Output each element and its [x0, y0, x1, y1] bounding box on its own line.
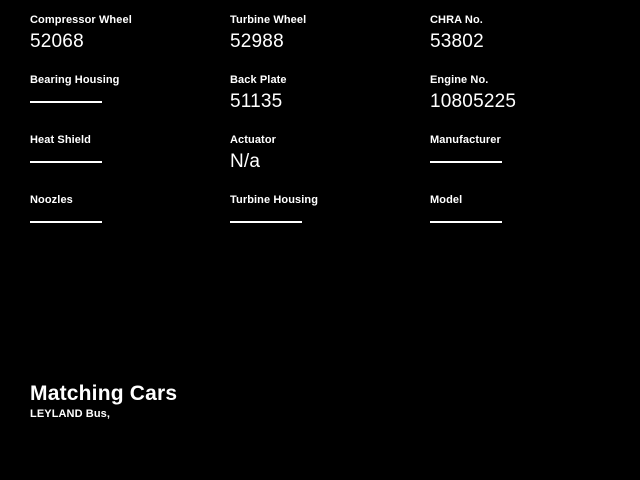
spec-value: 10805225: [430, 91, 517, 112]
spec-label: Actuator: [230, 134, 277, 146]
spec-value: 52988: [230, 31, 284, 52]
spec-label: Heat Shield: [30, 134, 92, 146]
spec-field-back-plate: Back Plate 51135: [230, 74, 430, 134]
matching-cars-list: LEYLAND Bus,: [30, 408, 111, 420]
spec-field-actuator: Actuator N/a: [230, 134, 430, 194]
spec-label: Back Plate: [230, 74, 287, 86]
empty-value-dash: [30, 221, 102, 223]
spec-field-chra-no: CHRA No. 53802: [430, 14, 610, 74]
spec-value: 51135: [230, 91, 283, 112]
empty-value-dash: [430, 161, 502, 163]
spec-label: Compressor Wheel: [30, 14, 132, 26]
spec-label: Engine No.: [430, 74, 489, 86]
empty-value-dash: [30, 101, 102, 103]
spec-label: Turbine Wheel: [230, 14, 307, 26]
spec-label: Bearing Housing: [30, 74, 120, 86]
spec-label: Manufacturer: [430, 134, 501, 146]
empty-value-dash: [230, 221, 302, 223]
spec-label: CHRA No.: [430, 14, 483, 26]
spec-field-compressor-wheel: Compressor Wheel 52068: [30, 14, 230, 74]
spec-label: Turbine Housing: [230, 194, 319, 206]
spec-value: 52068: [30, 31, 84, 52]
spec-label: Model: [430, 194, 463, 206]
spec-value: N/a: [230, 151, 261, 172]
spec-field-bearing-housing: Bearing Housing: [30, 74, 230, 134]
empty-value-dash: [30, 161, 102, 163]
spec-field-engine-no: Engine No. 10805225: [430, 74, 610, 134]
matching-cars-title: Matching Cars: [30, 382, 178, 405]
spec-field-turbine-wheel: Turbine Wheel 52988: [230, 14, 430, 74]
spec-field-turbine-housing: Turbine Housing: [230, 194, 430, 254]
spec-field-model: Model: [430, 194, 610, 254]
spec-label: Noozles: [30, 194, 73, 206]
spec-field-manufacturer: Manufacturer: [430, 134, 610, 194]
matching-cars-section: Matching Cars LEYLAND Bus,: [30, 381, 430, 421]
spec-field-noozles: Noozles: [30, 194, 230, 254]
spec-value: 53802: [430, 31, 484, 52]
spec-field-heat-shield: Heat Shield: [30, 134, 230, 194]
empty-value-dash: [430, 221, 502, 223]
turbo-spec-grid: Compressor Wheel 52068 Turbine Wheel 529…: [30, 14, 610, 254]
